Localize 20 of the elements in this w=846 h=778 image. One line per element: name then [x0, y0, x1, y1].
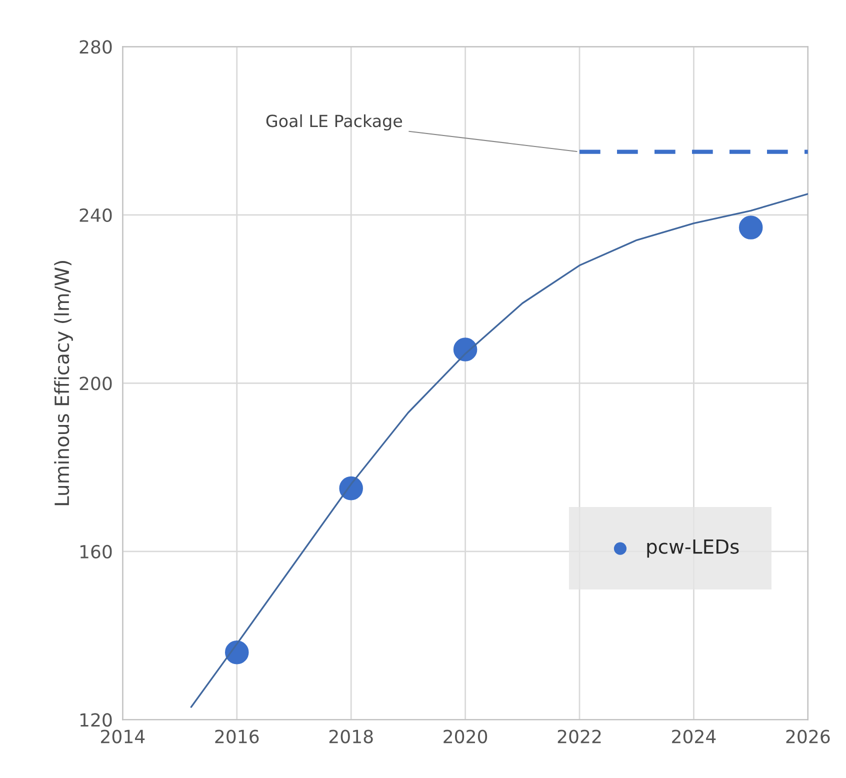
x-tick-label: 2026	[786, 730, 830, 744]
x-tick-label: 2016	[215, 730, 259, 744]
point	[339, 476, 363, 500]
y-tick-label: 280	[80, 40, 112, 54]
legend-label: pcw-LEDs	[647, 539, 739, 558]
y-axis-title: Luminous Efficacy (lm/W)	[54, 261, 73, 506]
y-tick-label: 200	[80, 376, 112, 390]
annotation: Goal LE Package	[266, 114, 402, 130]
point	[224, 640, 249, 664]
point	[738, 216, 763, 240]
y-tick-label: 240	[80, 208, 112, 222]
x-tick-label: 2024	[672, 730, 716, 744]
x-tick-label: 2022	[558, 730, 601, 744]
y-tick-label: 160	[80, 544, 112, 559]
y-tick-label: 120	[80, 713, 112, 727]
x-tick-label: 2018	[329, 730, 373, 744]
point	[453, 338, 478, 362]
line-series	[190, 193, 808, 708]
x-tick-label: 2020	[444, 730, 488, 744]
x-tick-label: 2014	[101, 730, 145, 744]
